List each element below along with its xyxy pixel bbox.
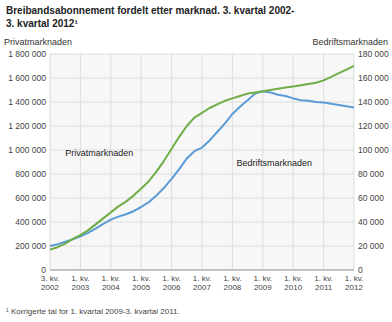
x-tick-label: 1. kv.2003 — [71, 274, 90, 292]
y-tick-label: 1 600 000 — [8, 73, 46, 83]
x-tick-label-line: 1. kv. — [102, 274, 121, 283]
x-tick-label: 1. kv.2011 — [314, 274, 333, 292]
y-tick-label: 400 000 — [15, 217, 46, 227]
x-tick-label-line: 1. kv. — [254, 274, 273, 283]
y2-tick-label: 40 000 — [358, 217, 384, 227]
x-tick-label-line: 2003 — [72, 283, 90, 292]
x-tick-label: 1. kv.2009 — [254, 274, 273, 292]
x-tick-label: 1. kv.2008 — [223, 274, 242, 292]
x-tick-label: 1. kv.2005 — [132, 274, 151, 292]
y2-tick-label: 140 000 — [358, 97, 389, 107]
grid-line — [232, 54, 233, 270]
x-tick-label-line: 2009 — [254, 283, 272, 292]
y2-tick-label: 60 000 — [358, 193, 384, 203]
page: {"chart_data": { "type": "line", "title"… — [0, 0, 392, 322]
footnote: ¹ Korrigerte tal for 1. kvartal 2009-3. … — [6, 307, 180, 316]
grid-line — [110, 54, 111, 270]
x-tick-label-line: 2007 — [193, 283, 211, 292]
y2-tick-label: 80 000 — [358, 169, 384, 179]
y-tick-label: 600 000 — [15, 193, 46, 203]
y2-tick-label: 20 000 — [358, 241, 384, 251]
grid-line — [354, 54, 355, 270]
series-line — [50, 66, 354, 250]
y2-axis-label: Bedriftsmarknaden — [312, 37, 388, 47]
x-tick-label-line: 1. kv. — [345, 274, 364, 283]
grid-line — [50, 54, 51, 270]
grid-line — [50, 270, 354, 271]
x-tick-label: 3. kv.2002 — [41, 274, 60, 292]
x-axis-line — [50, 270, 354, 271]
x-tick-label-line: 1. kv. — [314, 274, 333, 283]
y2-tick-label: 100 000 — [358, 145, 389, 155]
x-tick-label-line: 2005 — [132, 283, 150, 292]
x-tick-label-line: 1. kv. — [284, 274, 303, 283]
title: Breibandsabonnement fordelt etter markna… — [6, 5, 294, 29]
grid-line — [202, 54, 203, 270]
x-tick-label-line: 2011 — [315, 283, 333, 292]
y-axis-label: Privatmarknaden — [4, 37, 72, 47]
x-tick-label: 1. kv.2007 — [193, 274, 212, 292]
y-tick-label: 200 000 — [15, 241, 46, 251]
x-tick-label-line: 1. kv. — [132, 274, 151, 283]
x-tick-label-line: 3. kv. — [41, 274, 60, 283]
x-tick-label-line: 2006 — [163, 283, 181, 292]
grid-line — [141, 54, 142, 270]
title-line: 3. kvartal 2012¹ — [6, 18, 78, 29]
y-tick-label: 800 000 — [15, 169, 46, 179]
chart: Breibandsabonnement fordelt etter markna… — [0, 0, 392, 322]
annotation: Bedriftsmarknaden — [236, 158, 312, 168]
y2-tick-label: 120 000 — [358, 121, 389, 131]
x-tick-label-line: 1. kv. — [193, 274, 212, 283]
y-tick-label: 1 200 000 — [8, 121, 46, 131]
series-line — [50, 91, 354, 246]
x-tick-label-line: 2004 — [102, 283, 120, 292]
grid — [50, 54, 354, 270]
x-tick-label-line: 2012 — [345, 283, 363, 292]
x-tick-label-line: 2002 — [41, 283, 59, 292]
y2-tick-label: 160 000 — [358, 73, 389, 83]
grid-line — [171, 54, 172, 270]
x-tick-label-line: 2008 — [224, 283, 242, 292]
grid-line — [323, 54, 324, 270]
x-tick-label-line: 1. kv. — [71, 274, 90, 283]
x-tick-label-line: 1. kv. — [162, 274, 181, 283]
x-tick-label-line: 1. kv. — [223, 274, 242, 283]
annotation: Privatmarknaden — [65, 148, 133, 158]
x-tick-label: 1. kv.2012 — [345, 274, 364, 292]
y-tick-label: 1 800 000 — [8, 49, 46, 59]
x-tick-label-line: 2010 — [284, 283, 302, 292]
x-tick-label: 1. kv.2004 — [102, 274, 121, 292]
y-tick-label: 1 000 000 — [8, 145, 46, 155]
x-tick-label: 1. kv.2010 — [284, 274, 303, 292]
y2-tick-label: 180 000 — [358, 49, 389, 59]
x-tick-label: 1. kv.2006 — [162, 274, 181, 292]
plot-area — [50, 54, 354, 270]
title-line: Breibandsabonnement fordelt etter markna… — [6, 5, 294, 16]
y-tick-label: 1 400 000 — [8, 97, 46, 107]
series-group — [50, 66, 354, 250]
